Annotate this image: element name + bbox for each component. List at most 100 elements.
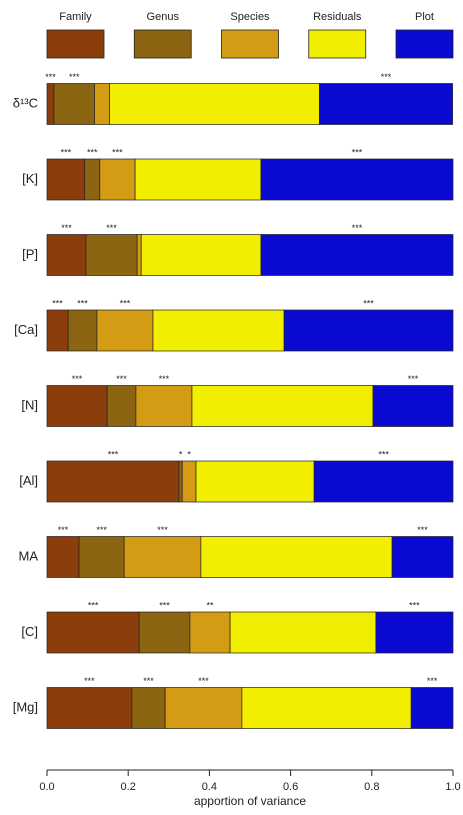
bar-segment: [109, 83, 320, 125]
bar-segment: [391, 536, 454, 578]
bar-segment: [46, 460, 180, 503]
significance-label: ***: [352, 147, 363, 157]
legend-label: Plot: [415, 11, 434, 23]
bar-segment: [94, 83, 110, 125]
bar-segment: [313, 460, 454, 503]
bar-segment: [46, 611, 140, 654]
significance-label: ***: [352, 223, 363, 233]
legend-swatch: [308, 29, 367, 59]
significance-label: ***: [363, 298, 374, 308]
legend-swatch: [221, 29, 279, 59]
significance-label: ***: [108, 449, 119, 459]
bar-segment: [241, 687, 412, 729]
x-tick-label: 0.8: [364, 781, 379, 793]
bar-segment: [67, 309, 98, 352]
bar-segment: [138, 611, 191, 654]
bar-segment: [46, 536, 80, 578]
bar-segment: [134, 158, 262, 201]
bar-segment: [136, 234, 142, 276]
significance-label: ***: [116, 374, 127, 384]
bar-segment: [260, 234, 454, 276]
significance-label: ***: [143, 676, 154, 686]
significance-label: ***: [381, 72, 392, 82]
bar-segment: [200, 536, 393, 578]
legend-label: Residuals: [313, 11, 362, 23]
category-label: MA: [19, 548, 39, 563]
bar-segment: [53, 83, 95, 125]
bar-segment: [46, 687, 133, 729]
significance-label: ***: [58, 525, 69, 535]
significance-label: *: [187, 449, 191, 459]
x-tick-label: 1.0: [445, 781, 460, 793]
significance-label: ***: [378, 449, 389, 459]
category-label: [Ca]: [14, 322, 38, 337]
legend-label: Species: [230, 11, 270, 23]
significance-label: ***: [112, 147, 123, 157]
x-tick-label: 0.0: [39, 781, 54, 793]
bar-segment: [106, 385, 137, 427]
category-label: [C]: [21, 624, 38, 639]
significance-label: ***: [88, 600, 99, 610]
significance-label: ***: [69, 72, 80, 82]
legend-label: Genus: [147, 11, 180, 23]
legend-swatch: [46, 29, 105, 59]
bar-segment: [85, 234, 138, 276]
significance-label: ***: [96, 525, 107, 535]
bar-segment: [140, 234, 262, 276]
bar-segment: [178, 460, 183, 503]
bar-segment: [191, 385, 374, 427]
bar-segment: [260, 158, 454, 201]
bar-segment: [46, 83, 55, 125]
bar-segment: [283, 309, 454, 352]
significance-label: ***: [77, 298, 88, 308]
bar-segment: [46, 158, 86, 201]
bar-segment: [152, 309, 285, 352]
category-label: [N]: [21, 397, 38, 412]
category-label: δ¹³C: [13, 95, 38, 110]
significance-label: ***: [157, 525, 168, 535]
significance-label: **: [207, 600, 215, 610]
bar-segment: [229, 611, 377, 654]
bar-segment: [123, 536, 202, 578]
significance-label: ***: [45, 72, 56, 82]
bar-segment: [131, 687, 166, 729]
x-tick-label: 0.2: [121, 781, 136, 793]
bar-segment: [410, 687, 454, 729]
bar-segment: [84, 158, 101, 201]
bar-segment: [319, 83, 453, 125]
x-tick-label: 0.4: [202, 781, 217, 793]
bar-segment: [46, 385, 108, 427]
category-label: [Mg]: [13, 699, 38, 714]
bar-segment: [99, 158, 136, 201]
bar-segment: [195, 460, 315, 503]
significance-label: ***: [417, 525, 428, 535]
x-axis-label: apportion of variance: [194, 794, 306, 808]
bar-segment: [46, 234, 87, 276]
bar-segment: [135, 385, 193, 427]
significance-label: ***: [159, 600, 170, 610]
legend-swatch: [133, 29, 192, 59]
bar-segment: [372, 385, 454, 427]
bar-segment: [181, 460, 197, 503]
significance-label: ***: [87, 147, 98, 157]
bar-segment: [96, 309, 154, 352]
category-label: [K]: [22, 171, 38, 186]
significance-label: ***: [427, 676, 438, 686]
significance-label: ***: [61, 147, 72, 157]
significance-label: ***: [408, 374, 419, 384]
x-tick-label: 0.6: [283, 781, 298, 793]
bar-segment: [375, 611, 454, 654]
significance-label: ***: [409, 600, 420, 610]
significance-label: ***: [106, 223, 117, 233]
bar-segment: [164, 687, 243, 729]
significance-label: ***: [84, 676, 95, 686]
legend-label: Family: [59, 11, 92, 23]
legend-swatch: [395, 29, 454, 59]
category-label: [Al]: [19, 473, 38, 488]
category-label: [P]: [22, 246, 38, 261]
significance-label: ***: [198, 676, 209, 686]
bar-segment: [46, 309, 69, 352]
significance-label: ***: [120, 298, 131, 308]
significance-label: *: [179, 449, 183, 459]
